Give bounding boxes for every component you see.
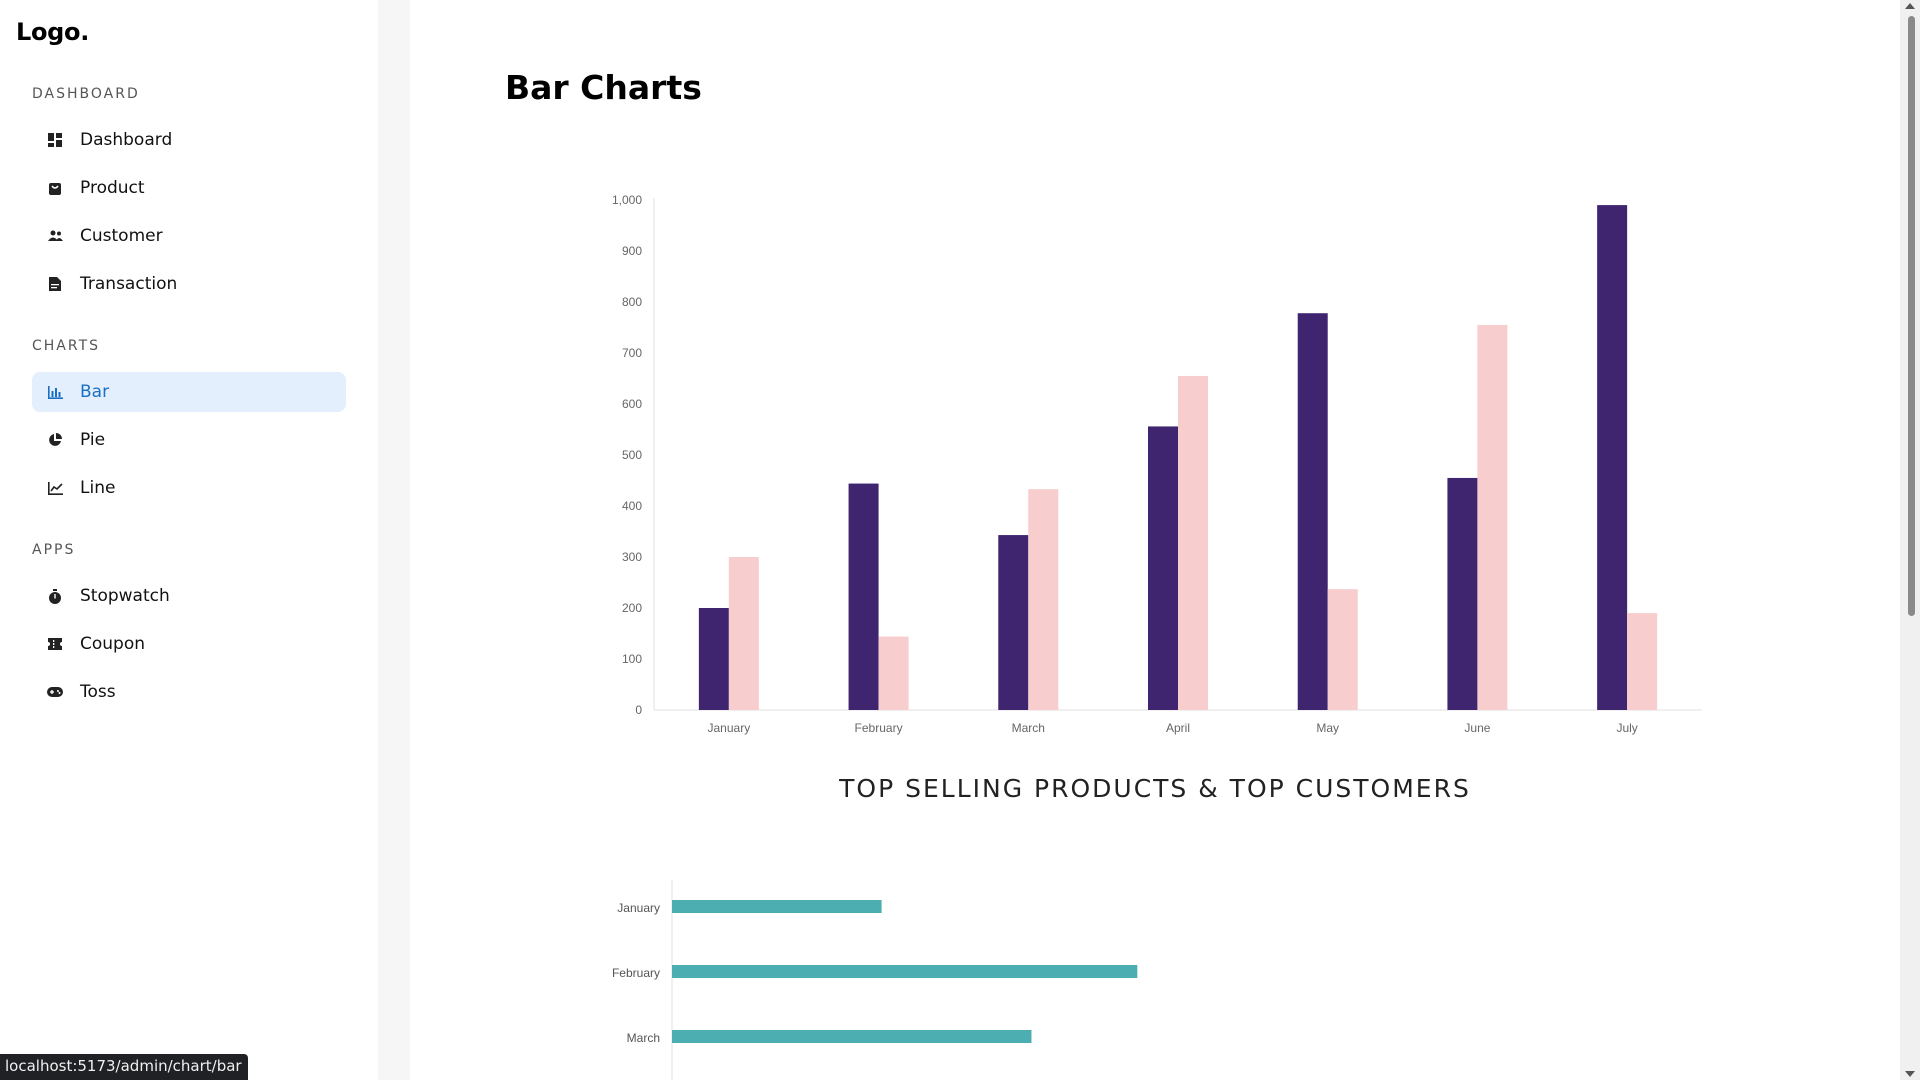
sidebar-item-dashboard[interactable]: Dashboard bbox=[32, 120, 346, 160]
x-tick-label: May bbox=[1316, 721, 1339, 735]
pie-chart-icon bbox=[47, 432, 63, 448]
chart-caption: TOP SELLING PRODUCTS & TOP CUSTOMERS bbox=[839, 774, 1471, 803]
bar-dark bbox=[1297, 313, 1328, 710]
bar-chart-icon bbox=[47, 384, 63, 400]
coupon-icon bbox=[47, 636, 63, 652]
sidebar-gutter bbox=[378, 0, 410, 1080]
sidebar-item-line[interactable]: Line bbox=[32, 468, 346, 508]
y-tick-label: January bbox=[617, 901, 660, 915]
bar-light bbox=[1028, 489, 1059, 710]
y-tick-label: February bbox=[612, 966, 660, 980]
sidebar-item-stopwatch[interactable]: Stopwatch bbox=[32, 576, 346, 616]
y-tick-label: 700 bbox=[622, 346, 642, 360]
x-tick-label: April bbox=[1166, 721, 1190, 735]
y-tick-label: March bbox=[627, 1031, 660, 1045]
sidebar-item-label: Pie bbox=[80, 430, 106, 450]
section-title-charts: CHARTS bbox=[32, 338, 101, 354]
scroll-thumb[interactable] bbox=[1908, 16, 1915, 616]
y-tick-label: 200 bbox=[622, 601, 642, 615]
sidebar-item-pie[interactable]: Pie bbox=[32, 420, 346, 460]
sidebar-item-label: Bar bbox=[80, 382, 110, 402]
page-title: Bar Charts bbox=[505, 68, 702, 107]
section-title-dashboard: DASHBOARD bbox=[32, 86, 140, 102]
bar-light bbox=[1627, 613, 1658, 710]
horizontal-bar-chart: January February March bbox=[612, 880, 1138, 1080]
y-tick-label: 600 bbox=[622, 397, 642, 411]
grouped-bar-chart: 0 100 200 300 400 500 600 700 800 900 1,000 January… bbox=[612, 193, 1702, 735]
dashboard-icon bbox=[47, 132, 63, 148]
sidebar-item-label: Stopwatch bbox=[80, 586, 170, 606]
sidebar: Logo. DASHBOARD Dashboard Product Custom… bbox=[0, 0, 378, 1080]
bar-light bbox=[728, 557, 759, 710]
bar-dark bbox=[1447, 477, 1478, 710]
logo: Logo. bbox=[16, 18, 90, 46]
bar-dark bbox=[1597, 205, 1628, 710]
y-tick-label: 800 bbox=[622, 295, 642, 309]
x-tick-label: January bbox=[708, 721, 751, 735]
main-content: Bar Charts 0 100 200 300 400 500 600 700 800 900 1… bbox=[410, 0, 1900, 1080]
y-tick-label: 0 bbox=[635, 703, 642, 717]
horizontal-bar bbox=[672, 965, 1138, 978]
stopwatch-icon bbox=[47, 588, 63, 604]
sidebar-item-customer[interactable]: Customer bbox=[32, 216, 346, 256]
y-tick-label: 900 bbox=[622, 244, 642, 258]
sidebar-item-label: Toss bbox=[80, 682, 116, 702]
y-tick-label: 1,000 bbox=[612, 193, 642, 207]
sidebar-item-bar[interactable]: Bar bbox=[32, 372, 346, 412]
shopping-bag-icon bbox=[47, 180, 63, 196]
sidebar-item-coupon[interactable]: Coupon bbox=[32, 624, 346, 664]
x-tick-label: February bbox=[855, 721, 903, 735]
horizontal-bar bbox=[672, 1030, 1032, 1043]
x-tick-label: March bbox=[1012, 721, 1045, 735]
sidebar-item-label: Line bbox=[80, 478, 116, 498]
sidebar-item-transaction[interactable]: Transaction bbox=[32, 264, 346, 304]
sidebar-item-toss[interactable]: Toss bbox=[32, 672, 346, 712]
bar-dark bbox=[1148, 426, 1178, 710]
section-title-apps: APPS bbox=[32, 542, 76, 558]
status-bar-url: localhost:5173/admin/chart/bar bbox=[0, 1054, 248, 1080]
document-icon bbox=[47, 276, 63, 292]
sidebar-item-label: Dashboard bbox=[80, 130, 173, 150]
y-tick-label: 100 bbox=[622, 652, 642, 666]
y-tick-label: 400 bbox=[622, 499, 642, 513]
line-chart-icon bbox=[47, 480, 63, 496]
y-tick-label: 300 bbox=[622, 550, 642, 564]
bar-light bbox=[878, 636, 909, 710]
scrollbar[interactable] bbox=[1900, 0, 1920, 1080]
bar-dark bbox=[848, 483, 879, 710]
bar-dark bbox=[698, 608, 729, 710]
sidebar-item-label: Transaction bbox=[80, 274, 178, 294]
horizontal-bar bbox=[672, 900, 882, 913]
x-tick-label: June bbox=[1464, 721, 1490, 735]
scroll-down-arrow-icon[interactable] bbox=[1905, 1071, 1915, 1077]
sidebar-item-label: Coupon bbox=[80, 634, 146, 654]
people-icon bbox=[47, 228, 63, 244]
bar-dark bbox=[998, 535, 1029, 710]
bar-light bbox=[1178, 375, 1208, 710]
sidebar-item-product[interactable]: Product bbox=[32, 168, 346, 208]
x-tick-label: July bbox=[1616, 721, 1637, 735]
sidebar-item-label: Product bbox=[80, 178, 145, 198]
bar-light bbox=[1477, 324, 1508, 710]
sidebar-item-label: Customer bbox=[80, 226, 163, 246]
bar-light bbox=[1327, 589, 1358, 710]
scroll-up-arrow-icon[interactable] bbox=[1905, 3, 1915, 9]
y-tick-label: 500 bbox=[622, 448, 642, 462]
gamepad-icon bbox=[47, 684, 63, 700]
